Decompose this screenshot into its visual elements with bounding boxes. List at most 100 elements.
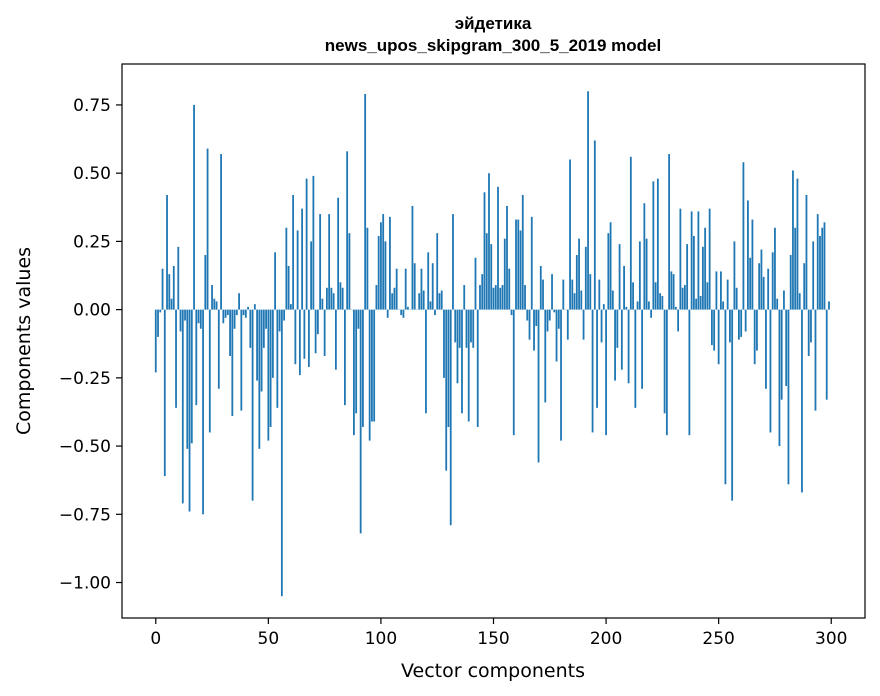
bar-198 — [600, 309, 603, 343]
bar-287 — [801, 309, 803, 493]
y-tick-label: −0.75 — [59, 505, 111, 525]
bar-219 — [647, 301, 650, 310]
bar-244 — [704, 227, 707, 310]
bar-10 — [177, 246, 180, 310]
bar-239 — [692, 235, 695, 310]
bar-229 — [670, 271, 673, 310]
bar-196 — [596, 309, 598, 408]
bar-167 — [530, 216, 533, 310]
bar-142 — [474, 257, 477, 310]
bar-266 — [753, 309, 756, 365]
bar-84 — [344, 309, 346, 406]
bar-159 — [512, 309, 515, 436]
bar-195 — [593, 140, 596, 310]
y-axis-label: Components values — [13, 247, 35, 435]
bar-28 — [217, 309, 220, 389]
bar-52 — [271, 309, 274, 378]
bar-5 — [166, 195, 168, 310]
bar-88 — [353, 309, 355, 436]
bar-23 — [206, 148, 209, 310]
y-tick-label: 0.50 — [73, 164, 111, 184]
bar-27 — [215, 301, 218, 310]
bar-177 — [553, 309, 556, 313]
bar-24 — [208, 309, 211, 433]
chart-title: эйдетика — [455, 14, 532, 33]
bar-37 — [238, 293, 240, 310]
bar-60 — [289, 304, 292, 310]
bar-260 — [740, 309, 743, 337]
bar-15 — [188, 309, 191, 512]
bar-241 — [697, 211, 700, 310]
bar-157 — [508, 268, 511, 310]
bar-76 — [325, 287, 328, 310]
bar-96 — [371, 309, 373, 422]
bar-242 — [699, 295, 702, 310]
bar-82 — [339, 282, 342, 310]
x-axis-label: Vector components — [401, 660, 585, 682]
bar-191 — [584, 246, 587, 310]
bar-140 — [470, 309, 472, 343]
bar-43 — [251, 309, 254, 501]
bar-234 — [681, 287, 684, 310]
bar-70 — [312, 175, 315, 310]
bar-12 — [181, 309, 184, 504]
bar-75 — [323, 309, 326, 357]
bar-146 — [483, 192, 486, 310]
bar-94 — [366, 227, 369, 310]
bar-272 — [767, 268, 770, 310]
bar-203 — [611, 290, 614, 310]
bar-106 — [393, 287, 396, 310]
bar-20 — [199, 309, 202, 329]
bar-26 — [213, 298, 216, 310]
bar-162 — [519, 230, 522, 310]
bar-249 — [715, 271, 718, 310]
bar-74 — [321, 298, 324, 310]
bar-231 — [674, 306, 677, 310]
bar-158 — [510, 309, 513, 316]
bar-124 — [434, 309, 436, 316]
bar-293 — [814, 309, 817, 411]
bar-298 — [825, 309, 828, 400]
x-axis-ticks: 0 50 100 150 200 250 300 — [150, 618, 847, 649]
bar-183 — [566, 309, 569, 340]
bar-14 — [186, 309, 189, 449]
bar-78 — [330, 287, 333, 310]
bar-31 — [224, 309, 227, 318]
bar-2 — [159, 309, 162, 313]
bar-62 — [294, 309, 297, 365]
bar-144 — [479, 285, 481, 310]
bars-group — [154, 91, 830, 597]
bar-189 — [580, 290, 583, 310]
bar-211 — [629, 156, 632, 310]
bar-40 — [244, 309, 247, 318]
bar-228 — [668, 154, 671, 310]
bar-143 — [476, 309, 479, 427]
bar-169 — [535, 309, 538, 326]
bar-123 — [431, 263, 434, 310]
bar-141 — [472, 309, 475, 348]
y-tick-label: −1.00 — [59, 574, 111, 594]
bar-104 — [389, 216, 391, 310]
bar-6 — [168, 274, 171, 310]
bar-186 — [573, 293, 576, 310]
bar-19 — [197, 309, 200, 324]
bar-216 — [641, 309, 643, 389]
bar-18 — [195, 309, 198, 406]
bar-125 — [436, 233, 439, 310]
bar-7 — [170, 298, 173, 310]
bar-30 — [222, 309, 225, 324]
bar-151 — [494, 285, 497, 310]
bar-299 — [828, 301, 830, 310]
bar-201 — [607, 233, 610, 310]
bar-278 — [780, 309, 783, 400]
bar-122 — [429, 301, 432, 310]
bar-270 — [762, 276, 765, 310]
bar-13 — [184, 309, 186, 321]
bar-251 — [720, 271, 722, 310]
bar-148 — [488, 173, 490, 310]
bar-207 — [620, 309, 623, 370]
bar-282 — [789, 255, 792, 310]
bar-226 — [663, 309, 666, 414]
bar-130 — [447, 309, 450, 427]
bar-35 — [233, 309, 236, 329]
